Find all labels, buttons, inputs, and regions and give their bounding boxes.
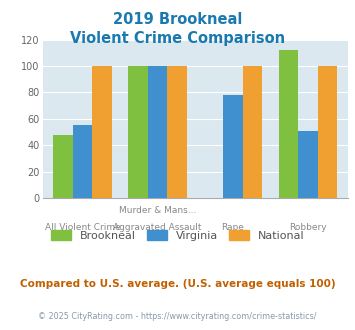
Bar	[73, 125, 92, 198]
Text: Robbery: Robbery	[289, 223, 327, 232]
Text: All Violent Crime: All Violent Crime	[44, 223, 120, 232]
Legend: Brookneal, Virginia, National: Brookneal, Virginia, National	[46, 226, 309, 245]
Text: Aggravated Assault: Aggravated Assault	[113, 223, 202, 232]
Text: 2019 Brookneal: 2019 Brookneal	[113, 12, 242, 26]
Text: Violent Crime Comparison: Violent Crime Comparison	[70, 31, 285, 46]
Text: Compared to U.S. average. (U.S. average equals 100): Compared to U.S. average. (U.S. average …	[20, 279, 335, 289]
Bar	[148, 66, 167, 198]
Bar	[167, 66, 187, 198]
Bar	[223, 95, 242, 198]
Bar	[129, 66, 148, 198]
Text: Murder & Mans...: Murder & Mans...	[119, 206, 196, 215]
Text: Rape: Rape	[222, 223, 244, 232]
Text: © 2025 CityRating.com - https://www.cityrating.com/crime-statistics/: © 2025 CityRating.com - https://www.city…	[38, 312, 317, 321]
Bar	[318, 66, 337, 198]
Bar	[279, 50, 298, 198]
Bar	[298, 131, 318, 198]
Bar	[242, 66, 262, 198]
Bar	[53, 135, 73, 198]
Bar	[92, 66, 111, 198]
